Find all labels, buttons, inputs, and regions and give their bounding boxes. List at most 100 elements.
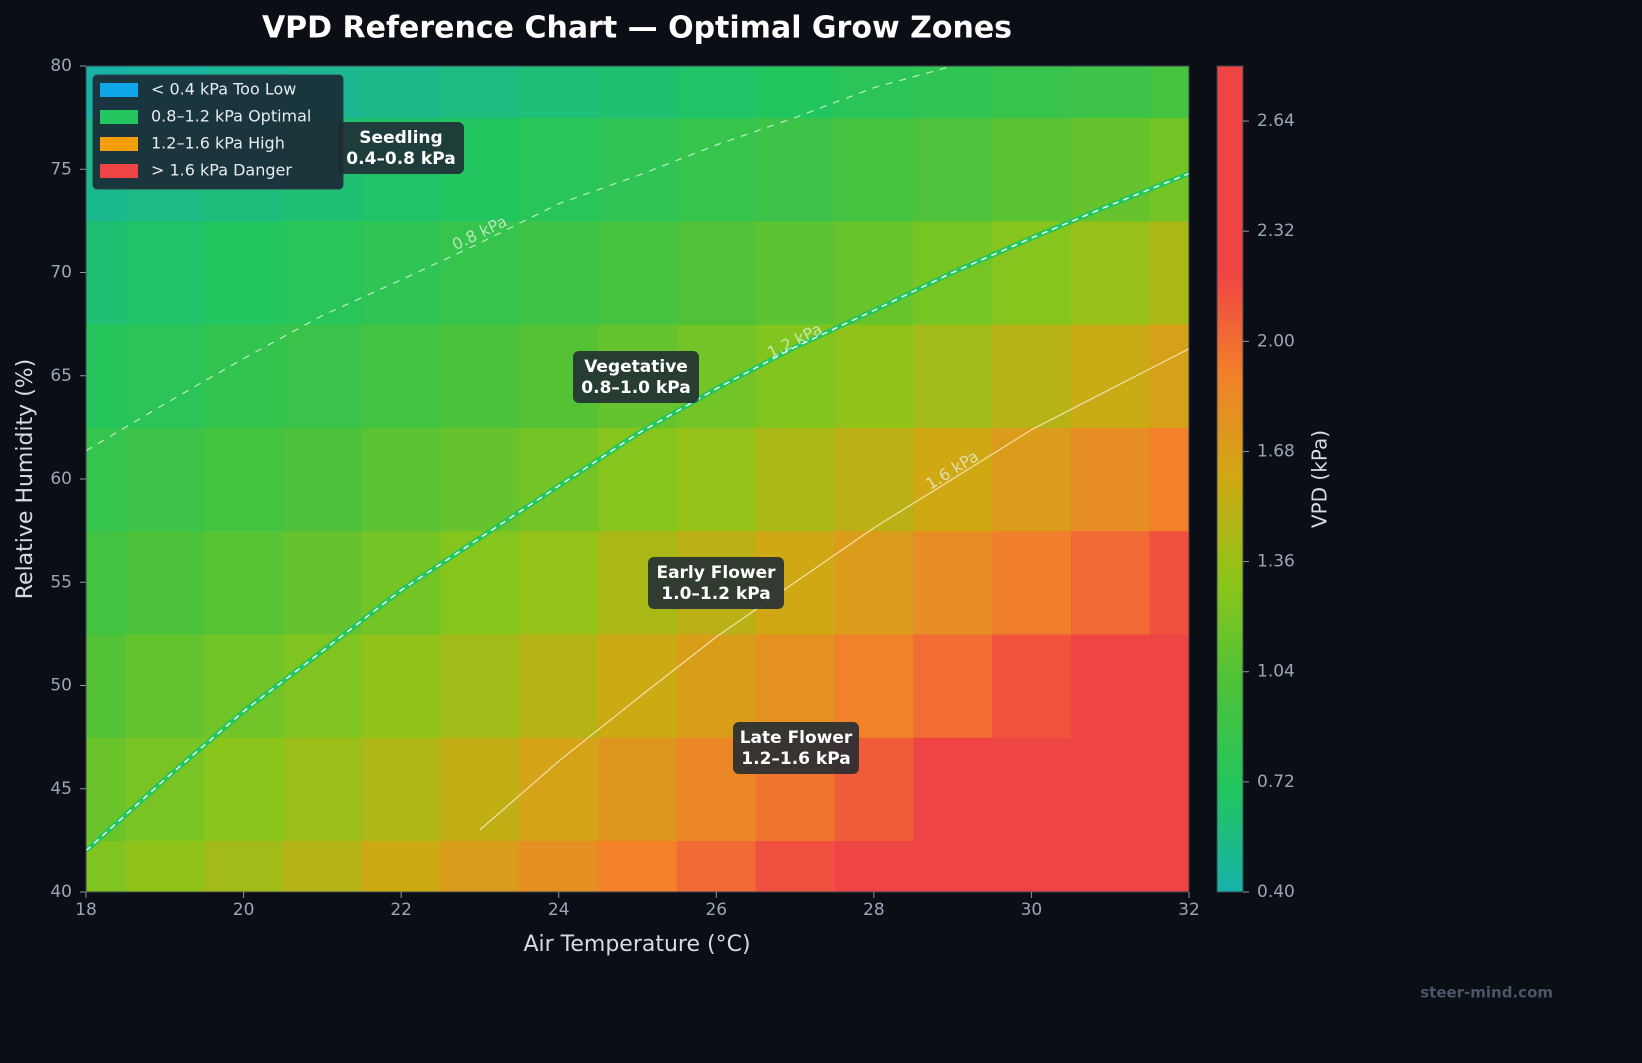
vpd-cell bbox=[282, 220, 363, 325]
annotation-range: 0.8–1.0 kPa bbox=[581, 378, 690, 398]
vpd-cell bbox=[282, 324, 363, 428]
vpd-cell bbox=[361, 633, 442, 738]
vpd-cell bbox=[1149, 66, 1189, 119]
vpd-cell bbox=[125, 840, 205, 892]
colorbar-tick-label: 1.04 bbox=[1257, 662, 1295, 682]
vpd-cell bbox=[834, 633, 914, 738]
vpd-cell bbox=[440, 427, 520, 532]
vpd-cell bbox=[913, 633, 993, 738]
vpd-cell bbox=[598, 66, 678, 119]
x-tick-label: 32 bbox=[1178, 900, 1200, 920]
colorbar-label: VPD (kPa) bbox=[1308, 430, 1332, 528]
annotation-range: 1.0–1.2 kPa bbox=[661, 584, 770, 604]
vpd-cell bbox=[992, 427, 1072, 532]
vpd-cell bbox=[1070, 220, 1151, 325]
vpd-cell bbox=[125, 633, 205, 738]
x-tick-label: 30 bbox=[1021, 900, 1043, 920]
vpd-cell bbox=[913, 530, 993, 635]
vpd-cell bbox=[676, 840, 757, 892]
contour-line bbox=[479, 348, 1189, 831]
vpd-cell bbox=[913, 840, 993, 892]
legend-label: 0.8–1.2 kPa Optimal bbox=[151, 107, 311, 126]
vpd-cell bbox=[519, 840, 599, 892]
legend-label: > 1.6 kPa Danger bbox=[151, 161, 292, 180]
vpd-cell bbox=[125, 324, 205, 428]
colorbar bbox=[1216, 65, 1244, 893]
colorbar-tick-label: 1.36 bbox=[1257, 552, 1295, 572]
vpd-cell bbox=[598, 840, 678, 892]
y-tick-label: 45 bbox=[50, 779, 72, 799]
vpd-cell bbox=[1070, 427, 1151, 532]
y-tick-label: 50 bbox=[50, 676, 72, 696]
vpd-cell bbox=[1149, 220, 1189, 325]
vpd-cell bbox=[598, 633, 678, 738]
vpd-cell bbox=[1070, 737, 1151, 841]
vpd-cell bbox=[755, 633, 836, 738]
vpd-cell bbox=[676, 427, 757, 532]
y-tick-label: 40 bbox=[50, 882, 72, 902]
vpd-cell bbox=[519, 633, 599, 738]
vpd-cell bbox=[834, 220, 914, 325]
x-tick-label: 24 bbox=[548, 900, 570, 920]
vpd-cell bbox=[519, 117, 599, 222]
vpd-cell bbox=[992, 324, 1072, 428]
vpd-cell bbox=[598, 427, 678, 532]
vpd-cell bbox=[440, 324, 520, 428]
x-tick-label: 26 bbox=[705, 900, 727, 920]
vpd-cell bbox=[992, 633, 1072, 738]
vpd-cell bbox=[282, 427, 363, 532]
contour-line bbox=[86, 66, 953, 452]
x-tick-label: 18 bbox=[75, 900, 97, 920]
annotation-title: Late Flower bbox=[740, 728, 853, 748]
vpd-cell bbox=[913, 737, 993, 841]
vpd-cell bbox=[755, 840, 836, 892]
vpd-cell bbox=[440, 66, 520, 119]
legend-label: 1.2–1.6 kPa High bbox=[151, 134, 285, 153]
vpd-cell bbox=[125, 530, 205, 635]
y-tick-label: 80 bbox=[50, 56, 72, 76]
vpd-cell bbox=[86, 427, 126, 532]
vpd-cell bbox=[1149, 840, 1189, 892]
vpd-cell bbox=[755, 66, 836, 119]
annotation-box bbox=[338, 122, 464, 174]
vpd-cell bbox=[676, 66, 757, 119]
y-tick-label: 75 bbox=[50, 159, 72, 179]
vpd-cell bbox=[204, 324, 284, 428]
legend-swatch bbox=[100, 83, 138, 97]
annotation-box bbox=[733, 722, 859, 774]
vpd-cell bbox=[86, 840, 126, 892]
colorbar-tick-label: 0.40 bbox=[1257, 882, 1295, 902]
legend-swatch bbox=[100, 164, 138, 178]
vpd-cell bbox=[834, 117, 914, 222]
vpd-cell bbox=[519, 737, 599, 841]
vpd-cell bbox=[440, 633, 520, 738]
vpd-cell bbox=[86, 220, 126, 325]
contour-line-dash bbox=[86, 172, 1189, 852]
vpd-cell bbox=[361, 324, 442, 428]
contour-field bbox=[86, 66, 1189, 892]
vpd-cell bbox=[1070, 530, 1151, 635]
vpd-cell bbox=[204, 530, 284, 635]
vpd-cell bbox=[361, 530, 442, 635]
legend-swatch bbox=[100, 137, 138, 151]
annotation-box bbox=[648, 557, 784, 609]
vpd-cell bbox=[598, 737, 678, 841]
vpd-cell bbox=[598, 220, 678, 325]
vpd-cell bbox=[834, 427, 914, 532]
vpd-cell bbox=[755, 117, 836, 222]
contour-lines bbox=[86, 66, 1189, 853]
annotation-range: 0.4–0.8 kPa bbox=[346, 149, 455, 169]
y-tick-label: 60 bbox=[50, 469, 72, 489]
vpd-cell bbox=[125, 427, 205, 532]
vpd-cell bbox=[361, 220, 442, 325]
vpd-cell bbox=[992, 117, 1072, 222]
vpd-cell bbox=[519, 66, 599, 119]
vpd-cell bbox=[125, 220, 205, 325]
y-tick-label: 70 bbox=[50, 263, 72, 283]
vpd-cell bbox=[913, 117, 993, 222]
annotation-box bbox=[573, 351, 699, 403]
vpd-cell bbox=[204, 840, 284, 892]
watermark: steer-mind.com bbox=[1420, 984, 1553, 1002]
annotation-title: Vegetative bbox=[584, 357, 688, 377]
